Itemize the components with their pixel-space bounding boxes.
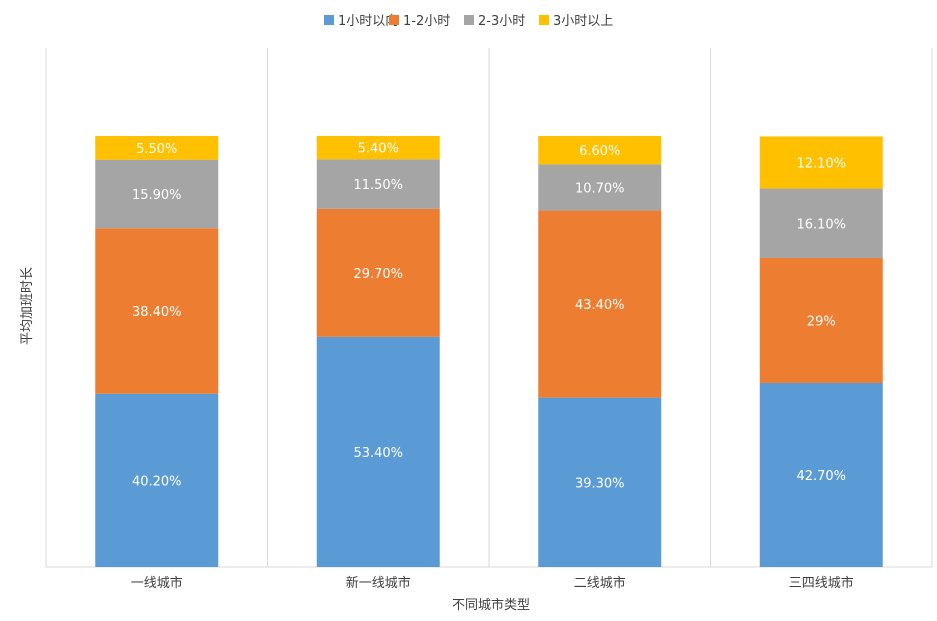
x-tick-label: 一线城市	[131, 575, 183, 591]
bar-segment	[759, 257, 883, 383]
bar-segment	[759, 188, 883, 258]
bar-segment	[316, 136, 440, 160]
legend-label: 3小时以上	[553, 14, 613, 29]
legend-swatch	[389, 15, 399, 25]
bar-segment	[95, 136, 219, 160]
data-label: 38.40%	[132, 305, 182, 320]
legend-item[interactable]: 1-2小时	[389, 14, 450, 29]
bar-segment	[95, 159, 219, 229]
bar-segment	[538, 210, 662, 398]
bar-segment	[95, 228, 219, 394]
data-label: 40.20%	[132, 474, 182, 489]
bar-segment	[538, 136, 662, 165]
data-label: 29.70%	[353, 267, 403, 282]
data-label: 5.50%	[136, 142, 177, 157]
bar-segment	[95, 393, 219, 567]
x-tick-label: 二线城市	[574, 575, 626, 591]
legend-swatch	[539, 15, 549, 25]
data-label: 5.40%	[358, 142, 399, 157]
x-axis-label: 不同城市类型	[452, 597, 530, 613]
legend-swatch	[464, 15, 474, 25]
data-label: 42.70%	[796, 469, 846, 484]
bars: 40.20% 38.40% 15.90% 5.50% 53.40% 29.70% 11.50…	[95, 136, 883, 567]
data-label: 15.90%	[132, 188, 182, 203]
legend-item[interactable]: 1小时以内	[324, 13, 398, 29]
bar-segment	[538, 397, 662, 567]
legend: 1小时以内 1-2小时 2-3小时 3小时以上	[324, 13, 613, 29]
data-label: 29%	[807, 314, 836, 329]
data-label: 39.30%	[575, 476, 625, 491]
legend-item[interactable]: 3小时以上	[539, 14, 613, 29]
bar-segment	[316, 336, 440, 567]
data-label: 10.70%	[575, 182, 625, 197]
legend-label: 2-3小时	[478, 14, 525, 29]
legend-label: 1-2小时	[403, 14, 450, 29]
data-label: 6.60%	[579, 144, 620, 159]
bar-segment	[316, 159, 440, 209]
bar-segment	[538, 164, 662, 211]
data-label: 43.40%	[575, 298, 625, 313]
legend-label: 1小时以内	[338, 13, 398, 29]
bar-segment	[759, 136, 883, 189]
data-label: 53.40%	[353, 446, 403, 461]
bar-segment	[316, 208, 440, 337]
x-tick-label: 新一线城市	[346, 575, 411, 591]
x-tick-label: 三四线城市	[789, 575, 854, 591]
legend-item[interactable]: 2-3小时	[464, 14, 525, 29]
data-label: 12.10%	[796, 157, 846, 172]
x-tick-labels: 一线城市 新一线城市 二线城市 三四线城市	[131, 575, 854, 591]
legend-swatch	[324, 15, 334, 25]
data-label: 11.50%	[353, 178, 403, 193]
bar-segment	[759, 382, 883, 567]
data-label: 16.10%	[796, 217, 846, 232]
y-axis-label: 平均加班时长	[20, 267, 35, 345]
